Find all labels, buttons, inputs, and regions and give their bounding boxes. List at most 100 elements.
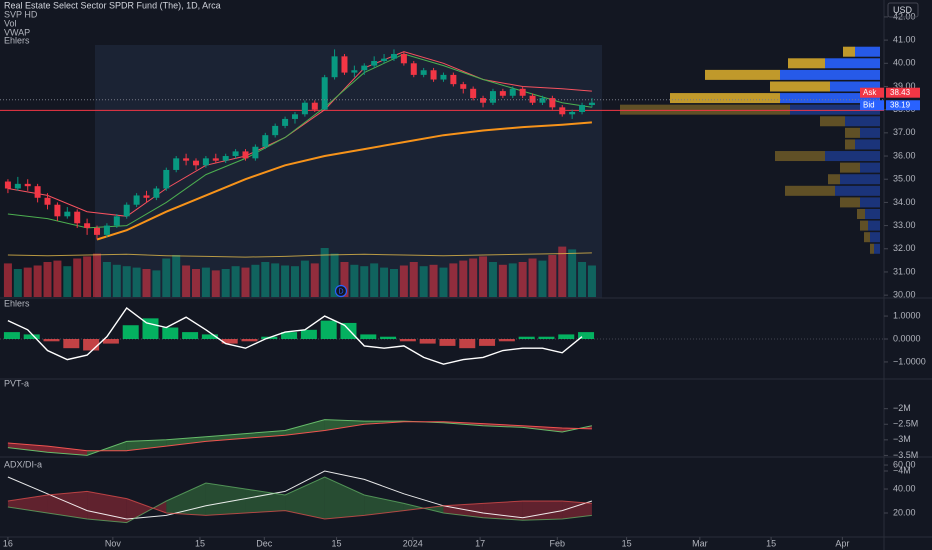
di-fill (126, 498, 167, 523)
candle-body (173, 158, 180, 170)
histogram-bar (162, 327, 179, 339)
panel-title: PVT-a (4, 378, 29, 388)
volume-bar (310, 263, 319, 297)
volume-bar (449, 263, 458, 297)
y-tick-label: 20.00 (893, 507, 916, 517)
di-fill (166, 483, 206, 516)
profile-down (857, 208, 865, 219)
candle-body (400, 54, 407, 64)
profile-down (860, 220, 868, 231)
candle-body (559, 107, 566, 115)
pvt-line (7, 421, 592, 452)
y-tick-label: 30.00 (893, 290, 916, 300)
candle-body (64, 211, 71, 217)
profile-up (860, 197, 880, 208)
y-tick-label: 0.0000 (893, 333, 921, 343)
y-tick-label: 40.00 (893, 483, 916, 493)
volume-bar (221, 269, 230, 297)
volume-bar (528, 258, 537, 297)
profile-down (840, 162, 860, 173)
candle-body (489, 91, 496, 103)
candle-body (262, 135, 269, 147)
histogram-bar (578, 332, 595, 339)
histogram-bar (221, 339, 238, 344)
profile-up (780, 69, 880, 80)
y-tick-label: −2M (893, 403, 911, 413)
volume-bar (389, 269, 398, 297)
candle-body (519, 88, 526, 96)
candle-body (84, 223, 91, 228)
ask-label: Ask (863, 88, 877, 97)
pvt-fill (7, 442, 48, 453)
y-tick-label: −2.5M (893, 419, 918, 429)
volume-bar (290, 266, 299, 297)
volume-bar (429, 264, 438, 297)
histogram-bar (360, 334, 377, 339)
volume-bar (261, 262, 270, 297)
dividend-icon[interactable] (334, 284, 348, 298)
x-tick-label: 15 (766, 538, 776, 548)
candle-body (133, 195, 140, 205)
volume-bar (578, 262, 587, 297)
y-tick-label: 32.00 (893, 243, 916, 253)
x-tick-label: 17 (475, 538, 485, 548)
ask-price: 38.43 (890, 88, 911, 97)
volume-bar (13, 269, 22, 297)
histogram-bar (518, 336, 535, 339)
vwap-region (95, 45, 602, 298)
candle-body (163, 169, 170, 189)
profile-up (825, 58, 880, 69)
volume-bar (271, 263, 280, 297)
volume-bar (112, 264, 121, 297)
profile-up (860, 162, 880, 173)
volume-bar (548, 255, 557, 297)
volume-bar (251, 264, 260, 297)
candle-body (440, 74, 447, 80)
volume-bar (330, 253, 339, 297)
histogram-bar (23, 334, 40, 339)
candle-body (499, 91, 506, 96)
volume-bar (439, 267, 448, 297)
candle-body (282, 118, 289, 126)
volume-bar (459, 260, 468, 297)
volume-bar (33, 265, 42, 297)
histogram-bar (281, 332, 298, 339)
volume-bar (568, 249, 577, 297)
profile-up (868, 220, 880, 231)
candle-body (480, 98, 487, 103)
histogram-bar (399, 339, 416, 342)
x-tick-label: 15 (195, 538, 205, 548)
histogram-bar (300, 329, 317, 339)
profile-up (860, 127, 880, 138)
histogram-bar (63, 339, 80, 349)
y-tick-label: 36.00 (893, 150, 916, 160)
histogram-bar (102, 339, 119, 344)
volume-bar (102, 262, 111, 297)
candle-body (34, 186, 41, 198)
candle-body (222, 156, 229, 161)
candle-body (450, 74, 457, 85)
volume-bar (191, 269, 200, 297)
currency-box[interactable] (887, 2, 919, 18)
profile-up (825, 151, 880, 162)
x-tick-label: Apr (835, 538, 849, 548)
candle-body (588, 102, 595, 106)
legend-item: Ehlers (4, 35, 30, 45)
volume-bar (201, 267, 210, 297)
pvt-plot (7, 419, 593, 456)
profile-down (843, 46, 855, 57)
candle-body (569, 111, 576, 115)
bid-box (860, 100, 884, 111)
bid-price: 38.19 (890, 100, 911, 109)
histogram-bar (419, 339, 436, 344)
candle-body (74, 211, 81, 224)
y-tick-label: 34.00 (893, 197, 916, 207)
volume-bar (300, 260, 309, 297)
candle-body (331, 56, 338, 78)
di-fill (87, 491, 127, 523)
candle-body (54, 204, 61, 217)
y-tick-label: 42.00 (893, 11, 916, 21)
profile-down (775, 151, 825, 162)
candle-body (183, 158, 190, 161)
